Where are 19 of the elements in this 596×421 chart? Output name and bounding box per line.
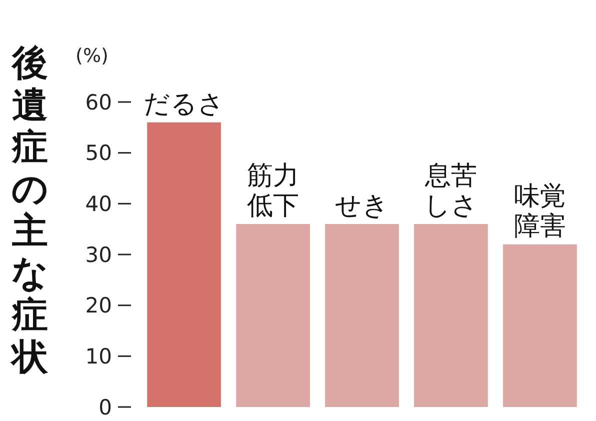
x-tick-label: 筋力低下 [247,161,300,221]
bar [236,224,310,407]
y-tick-label: 50 [85,141,112,166]
text: 後遺症の主な症状 [10,43,49,378]
x-tick-label: 息苦しさ [424,161,478,221]
y-tick-label: 0 [98,395,112,420]
x-tick-label: せき [335,191,389,221]
y-axis-title: (%) [76,45,108,67]
x-tick-label: だるさ [144,89,225,120]
bar [147,122,221,407]
x-tick-label: 味覚障害 [514,181,566,242]
y-tick-label: 10 [85,344,112,369]
bar [414,224,488,407]
bar [325,224,399,407]
y-tick-label: 20 [85,294,112,318]
y-tick-label: 30 [85,242,112,267]
y-tick-label: 60 [85,90,112,114]
y-tick-label: 40 [85,192,112,216]
bar [503,244,577,407]
